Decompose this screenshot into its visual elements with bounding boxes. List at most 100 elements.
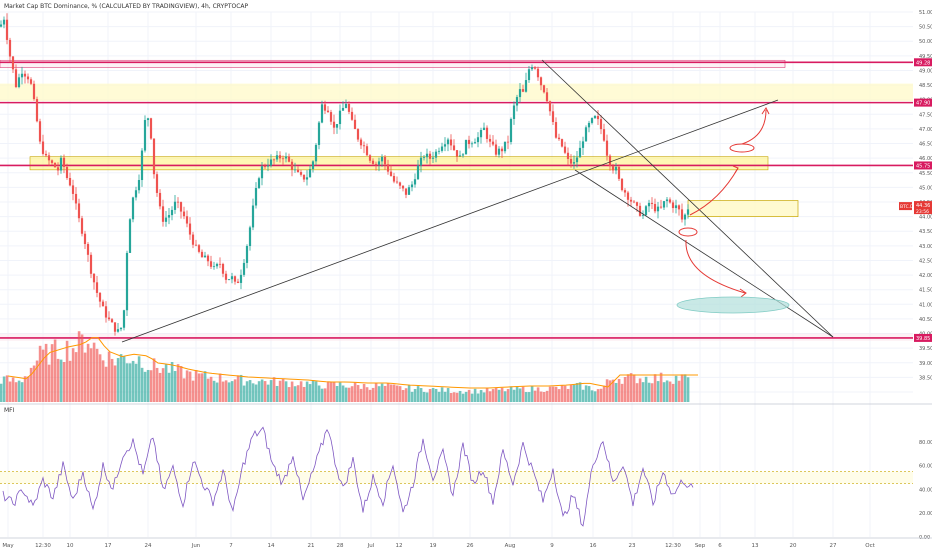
candle-body xyxy=(299,172,303,175)
candle-body xyxy=(611,166,615,171)
time-tick-label: 28 xyxy=(337,543,344,549)
candle-body xyxy=(476,137,480,143)
candle-body xyxy=(668,199,672,203)
candle-body xyxy=(596,116,600,120)
candle-body xyxy=(602,129,606,141)
candle-body xyxy=(398,182,402,186)
volume-bar xyxy=(236,375,240,402)
candle-body xyxy=(437,150,441,152)
volume-bar xyxy=(284,381,288,402)
volume-bar xyxy=(356,385,360,402)
volume-bar xyxy=(212,380,216,402)
volume-bar xyxy=(332,382,336,402)
level-price-text: 47.90 xyxy=(916,101,930,107)
volume-bar xyxy=(437,391,441,402)
candle-body xyxy=(503,141,507,152)
arrow-target-path xyxy=(741,109,767,145)
price-axis[interactable]: 51.0050.5050.0049.5049.0048.5048.0047.50… xyxy=(899,10,932,541)
candle-body xyxy=(467,139,471,145)
volume-bar xyxy=(479,390,483,402)
volume-bar xyxy=(638,378,642,402)
volume-bar xyxy=(611,379,615,402)
volume-bar xyxy=(158,372,162,402)
volume-bar xyxy=(419,388,423,402)
candle-body xyxy=(2,19,6,25)
volume-bar xyxy=(608,380,612,402)
volume-bar xyxy=(143,371,147,402)
volume-bar xyxy=(443,391,447,402)
volume-bar xyxy=(428,389,432,402)
candle-body xyxy=(653,203,657,212)
volume-bar xyxy=(116,358,120,402)
price-tick-label: 43.50 xyxy=(919,229,932,235)
candle-body xyxy=(152,138,156,175)
volume-bar xyxy=(407,385,411,402)
volume-bar xyxy=(626,374,630,402)
volume-bar xyxy=(542,391,546,402)
candle-body xyxy=(674,205,678,209)
candle-body xyxy=(371,160,375,164)
volume-bar xyxy=(368,389,372,402)
candle-body xyxy=(554,122,558,138)
candle-body xyxy=(11,56,15,70)
candle-body xyxy=(191,234,195,245)
candle-body xyxy=(608,155,612,167)
time-tick-label: 12:30 xyxy=(35,543,51,549)
candle-body xyxy=(209,261,213,267)
candle-body xyxy=(548,101,552,112)
time-tick-label: 27 xyxy=(830,543,837,549)
time-axis[interactable]: May 12:30 10 17 24 Jun 7 14 21 28 Jul 12 19 26 Aug 9 16 2… xyxy=(0,537,932,549)
volume-bar xyxy=(398,386,402,402)
candle-body xyxy=(488,138,492,142)
candle-body xyxy=(473,142,477,144)
volume-bar xyxy=(515,386,519,402)
volume-bar xyxy=(665,380,669,402)
volume-bar xyxy=(674,375,678,402)
volume-bar xyxy=(401,390,405,402)
arrow-up-path xyxy=(689,167,739,216)
candle-body xyxy=(92,273,96,283)
volume-bar xyxy=(185,370,189,402)
volume-bar xyxy=(65,340,69,402)
middle-zone xyxy=(29,156,769,171)
volume-bar xyxy=(38,345,42,402)
candle-body xyxy=(146,118,150,121)
volume-bar xyxy=(245,381,249,402)
volume-bar xyxy=(440,387,444,402)
candle-body xyxy=(98,292,102,302)
volume-bar xyxy=(671,383,675,402)
time-tick-label: Aug xyxy=(505,543,516,549)
candle-body xyxy=(245,246,249,263)
volume-bar xyxy=(53,339,57,402)
volume-bar xyxy=(461,393,465,402)
candle-body xyxy=(263,166,267,168)
volume-bar xyxy=(239,374,243,402)
candle-body xyxy=(629,199,633,202)
candle-body xyxy=(458,155,462,157)
volume-bar xyxy=(650,383,654,402)
candle-body xyxy=(680,209,684,220)
current-price-tag xyxy=(914,201,932,215)
candle-body xyxy=(659,206,663,208)
volume-bar xyxy=(386,383,390,402)
volume-bar xyxy=(431,387,435,402)
volume-bar xyxy=(500,387,504,402)
candle-body xyxy=(509,118,513,142)
candle-body xyxy=(638,205,642,216)
time-tick-label: Sep xyxy=(695,543,706,549)
volume-bar xyxy=(182,378,186,402)
candle-body xyxy=(302,174,306,180)
candle-body xyxy=(0,24,3,27)
price-tick-label: 41.00 xyxy=(919,302,932,308)
candle-body xyxy=(524,80,528,92)
volume-bar xyxy=(680,374,684,402)
candle-body xyxy=(113,322,117,332)
candle-body xyxy=(620,178,624,191)
candle-body xyxy=(386,164,390,172)
candle-body xyxy=(512,105,516,119)
volume-bar xyxy=(641,382,645,402)
time-tick-label: 10 xyxy=(67,543,74,549)
target-circle-upper xyxy=(729,143,755,153)
candle-body xyxy=(392,175,396,182)
